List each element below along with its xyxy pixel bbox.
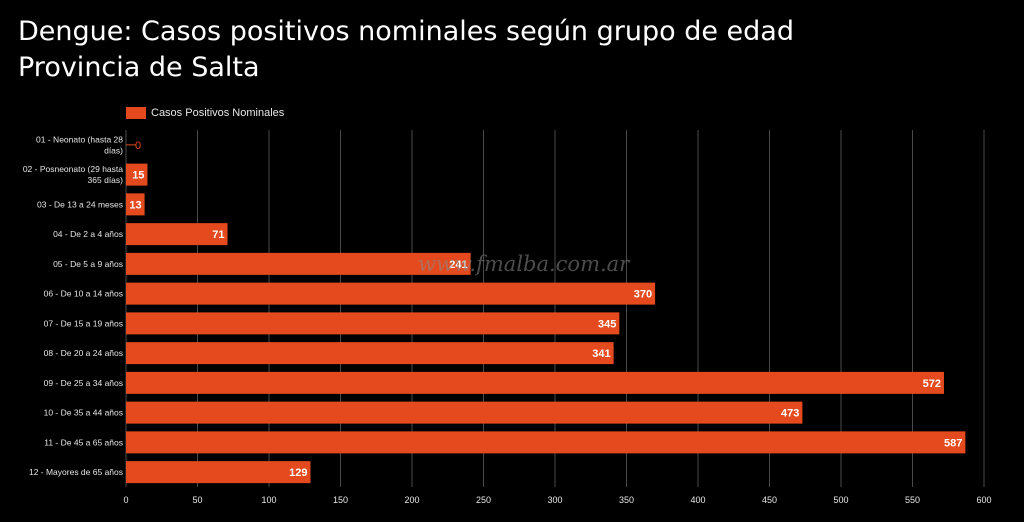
bar <box>126 461 311 484</box>
bar <box>126 312 620 335</box>
x-tick-label: 300 <box>547 495 562 505</box>
x-tick-label: 600 <box>976 495 991 505</box>
data-label: 587 <box>944 437 962 449</box>
x-tick-label: 100 <box>261 495 276 505</box>
data-label: 71 <box>212 229 224 241</box>
chart-title: Dengue: Casos positivos nominales según … <box>18 14 794 86</box>
x-tick-label: 500 <box>833 495 848 505</box>
legend-label: Casos Positivos Nominales <box>151 107 285 119</box>
bar <box>126 342 614 365</box>
x-tick-label: 450 <box>762 495 777 505</box>
bar <box>126 223 228 246</box>
category-label: 12 - Mayores de 65 años <box>29 467 123 477</box>
data-label: 341 <box>592 348 610 360</box>
category-label: 02 - Posneonato (29 hasta 365 días) <box>23 164 123 185</box>
bar <box>126 282 656 305</box>
category-label: 09 - De 25 a 34 años <box>44 378 123 388</box>
category-label-line: 09 - De 25 a 34 años <box>44 378 123 388</box>
data-label: 15 <box>132 170 144 182</box>
data-label: 473 <box>781 408 799 420</box>
category-label-line: 04 - De 2 a 4 años <box>53 229 123 239</box>
category-label-line: 11 - De 45 a 65 años <box>44 437 123 447</box>
data-label: 129 <box>289 467 307 479</box>
x-tick-label: 0 <box>123 495 128 505</box>
chart-title-line-1: Dengue: Casos positivos nominales según … <box>18 16 794 47</box>
category-label-line: 02 - Posneonato (29 hasta <box>23 164 123 174</box>
bar <box>126 401 803 424</box>
bar <box>126 431 966 454</box>
x-tick-label: 150 <box>333 495 348 505</box>
category-label: 08 - De 20 a 24 años <box>44 348 123 358</box>
category-label: 01 - Neonato (hasta 28 días) <box>36 134 123 155</box>
category-label: 11 - De 45 a 65 años <box>44 437 123 447</box>
data-label: 241 <box>449 259 467 271</box>
category-label-line: 08 - De 20 a 24 años <box>44 348 123 358</box>
bar <box>126 193 145 216</box>
watermark: www.fmalba.com.ar <box>418 252 631 276</box>
category-label-line: 03 - De 13 a 24 meses <box>37 199 123 209</box>
category-label-line: 06 - De 10 a 14 años <box>44 289 123 299</box>
category-label: 06 - De 10 a 14 años <box>44 289 123 299</box>
legend-swatch <box>126 107 146 119</box>
data-label: 345 <box>598 318 616 330</box>
category-label: 07 - De 15 a 19 años <box>44 318 123 328</box>
bar <box>126 371 944 394</box>
data-label: 0 <box>135 140 141 152</box>
x-tick-label: 550 <box>905 495 920 505</box>
category-label: 04 - De 2 a 4 años <box>53 229 123 239</box>
chart-title-line-2: Provincia de Salta <box>18 52 260 83</box>
category-label-line: 05 - De 5 a 9 años <box>53 259 123 269</box>
x-tick-label: 250 <box>476 495 491 505</box>
category-label-line: 01 - Neonato (hasta 28 <box>36 134 123 144</box>
category-label: 03 - De 13 a 24 meses <box>37 199 123 209</box>
category-label: 10 - De 35 a 44 años <box>44 408 123 418</box>
data-label: 572 <box>923 378 941 390</box>
bar <box>126 163 148 186</box>
category-label-line: 10 - De 35 a 44 años <box>44 408 123 418</box>
category-label-line: 12 - Mayores de 65 años <box>29 467 123 477</box>
data-label: 370 <box>634 289 652 301</box>
category-label-line: días) <box>104 145 123 155</box>
x-tick-label: 200 <box>404 495 419 505</box>
category-label: 05 - De 5 a 9 años <box>53 259 123 269</box>
x-tick-label: 400 <box>690 495 705 505</box>
data-label: 13 <box>129 199 141 211</box>
bar <box>126 252 471 275</box>
x-tick-label: 50 <box>192 495 202 505</box>
category-label-line: 07 - De 15 a 19 años <box>44 318 123 328</box>
chart-legend: Casos Positivos Nominales <box>126 107 284 119</box>
x-tick-label: 350 <box>619 495 634 505</box>
category-label-line: 365 días) <box>88 175 124 185</box>
